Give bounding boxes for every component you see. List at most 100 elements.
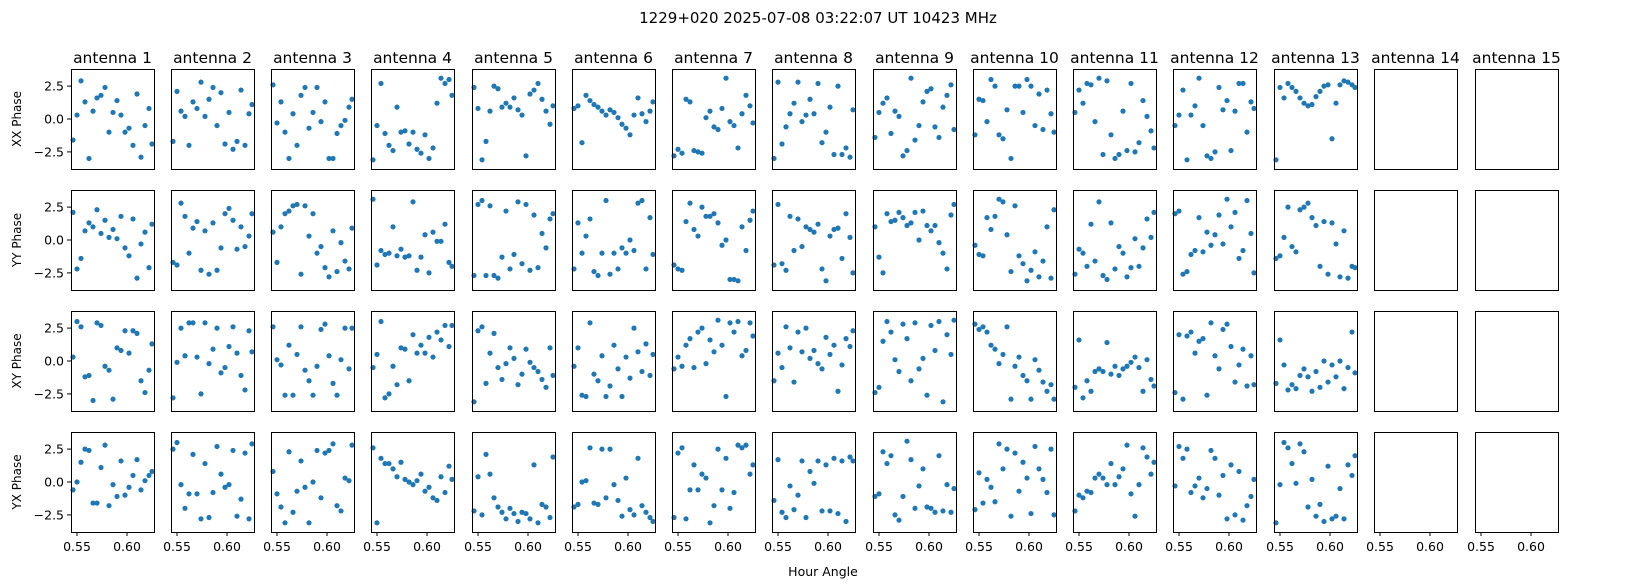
data-point	[803, 514, 809, 521]
data-point	[904, 438, 910, 444]
data-point	[306, 520, 312, 526]
data-point	[775, 350, 781, 356]
data-point	[422, 350, 428, 356]
data-point	[210, 220, 216, 226]
subplot-frame	[1475, 432, 1559, 533]
data-point	[1301, 449, 1307, 455]
data-point	[382, 251, 388, 258]
data-point	[1240, 517, 1246, 523]
data-point	[583, 393, 589, 400]
data-point	[575, 345, 581, 351]
data-point	[130, 328, 136, 334]
subplot	[370, 311, 455, 412]
data-point	[146, 367, 152, 373]
data-point	[449, 263, 455, 269]
data-point	[286, 449, 292, 455]
data-point	[1216, 84, 1222, 91]
data-point	[230, 324, 236, 330]
data-point	[1036, 367, 1042, 373]
data-point	[783, 324, 789, 330]
data-point	[1044, 489, 1050, 496]
data-point	[430, 145, 436, 151]
data-point	[98, 92, 104, 98]
data-point	[880, 100, 886, 106]
data-point	[1184, 446, 1190, 452]
data-point	[892, 357, 898, 363]
data-point	[290, 392, 296, 398]
data-point	[1012, 363, 1018, 369]
data-point	[827, 233, 833, 239]
data-point	[627, 132, 633, 138]
data-point	[707, 337, 713, 343]
data-point	[843, 145, 849, 151]
data-point	[992, 346, 998, 352]
data-point	[908, 75, 914, 81]
data-point	[434, 497, 440, 504]
data-point	[1289, 460, 1295, 467]
data-point	[286, 155, 292, 162]
data-point	[1196, 338, 1202, 344]
data-point	[314, 84, 320, 91]
data-point	[1248, 99, 1254, 105]
data-point	[1352, 265, 1358, 271]
data-point	[442, 489, 448, 496]
data-point	[1040, 258, 1046, 264]
y-tick-label: −2.5	[34, 144, 64, 159]
data-point	[595, 378, 601, 384]
data-point	[795, 216, 801, 222]
data-point	[1345, 275, 1351, 281]
data-point	[948, 351, 954, 358]
y-tick-label: 0.0	[44, 354, 64, 369]
data-point	[294, 351, 300, 358]
data-point	[839, 255, 845, 262]
data-point	[242, 450, 248, 456]
data-point	[186, 250, 192, 256]
data-point	[410, 199, 416, 205]
data-point	[1333, 513, 1339, 519]
data-point	[346, 104, 352, 110]
data-point	[149, 221, 155, 227]
data-point	[230, 146, 236, 152]
data-point	[214, 122, 220, 129]
data-point	[795, 329, 801, 335]
data-point	[948, 82, 954, 88]
data-point	[531, 462, 537, 468]
data-point	[591, 268, 597, 275]
data-point	[731, 276, 737, 283]
data-point	[1080, 250, 1086, 256]
subplot: 0.55 0.60	[965, 432, 1057, 554]
data-point	[1188, 329, 1194, 335]
data-point	[1341, 78, 1347, 84]
subplot	[671, 190, 756, 291]
data-point	[1048, 446, 1054, 452]
data-point	[286, 208, 292, 214]
data-point	[402, 476, 408, 482]
data-point	[1285, 445, 1291, 451]
data-point	[1124, 442, 1130, 448]
data-point	[1204, 229, 1210, 235]
data-point	[1220, 241, 1226, 247]
data-point	[1000, 199, 1006, 205]
data-point	[1020, 109, 1026, 116]
data-point	[519, 371, 525, 377]
data-point	[491, 495, 497, 501]
data-point	[142, 389, 148, 396]
data-point	[1096, 471, 1102, 477]
data-point	[1232, 379, 1238, 385]
data-point	[807, 226, 813, 233]
data-point	[186, 320, 192, 326]
data-point	[234, 246, 240, 252]
data-point	[1044, 87, 1050, 93]
data-point	[390, 147, 396, 154]
data-point	[880, 449, 886, 455]
data-point	[491, 272, 497, 279]
subplot-frame	[772, 311, 856, 412]
data-point	[238, 372, 244, 379]
data-point	[1144, 113, 1150, 119]
subplot	[1273, 190, 1358, 291]
data-point	[1012, 83, 1018, 89]
data-point	[346, 478, 352, 484]
data-point	[615, 266, 621, 272]
data-point	[1232, 209, 1238, 215]
